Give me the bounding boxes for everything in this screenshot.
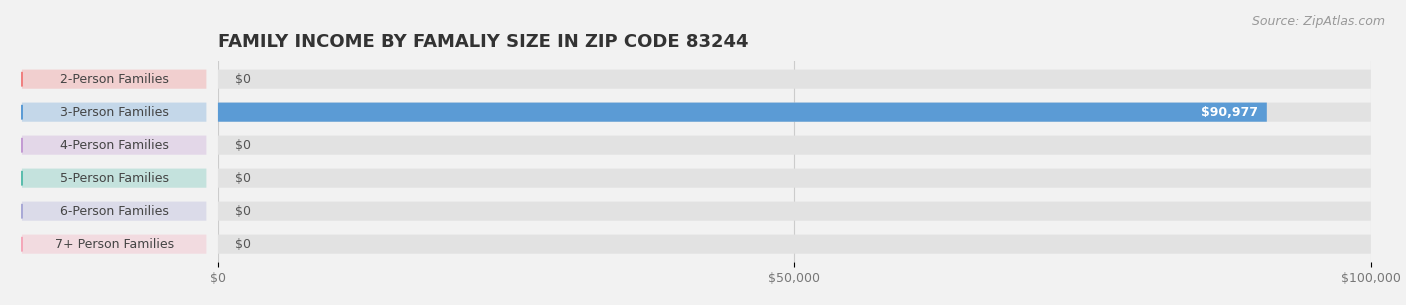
FancyBboxPatch shape xyxy=(218,169,1371,188)
FancyBboxPatch shape xyxy=(22,202,207,221)
FancyBboxPatch shape xyxy=(218,70,1371,89)
FancyBboxPatch shape xyxy=(22,235,207,254)
Text: 4-Person Families: 4-Person Families xyxy=(59,139,169,152)
FancyBboxPatch shape xyxy=(22,102,207,122)
Text: $0: $0 xyxy=(235,139,252,152)
Text: 5-Person Families: 5-Person Families xyxy=(59,172,169,185)
FancyBboxPatch shape xyxy=(218,235,1371,254)
Text: 7+ Person Families: 7+ Person Families xyxy=(55,238,174,251)
Text: $0: $0 xyxy=(235,238,252,251)
FancyBboxPatch shape xyxy=(218,102,1267,122)
FancyBboxPatch shape xyxy=(22,136,207,155)
FancyBboxPatch shape xyxy=(22,70,207,89)
FancyBboxPatch shape xyxy=(218,202,1371,221)
Text: 3-Person Families: 3-Person Families xyxy=(59,106,169,119)
Text: FAMILY INCOME BY FAMALIY SIZE IN ZIP CODE 83244: FAMILY INCOME BY FAMALIY SIZE IN ZIP COD… xyxy=(218,33,748,51)
Text: 2-Person Families: 2-Person Families xyxy=(59,73,169,86)
Text: $0: $0 xyxy=(235,205,252,218)
FancyBboxPatch shape xyxy=(218,102,1371,122)
Text: $0: $0 xyxy=(235,172,252,185)
Text: 6-Person Families: 6-Person Families xyxy=(59,205,169,218)
Text: $0: $0 xyxy=(235,73,252,86)
FancyBboxPatch shape xyxy=(218,136,1371,155)
FancyBboxPatch shape xyxy=(22,169,207,188)
Text: $90,977: $90,977 xyxy=(1201,106,1257,119)
Text: Source: ZipAtlas.com: Source: ZipAtlas.com xyxy=(1251,15,1385,28)
